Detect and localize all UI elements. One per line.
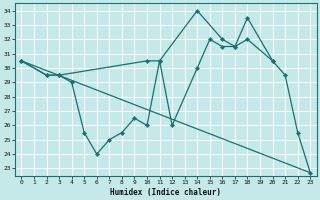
X-axis label: Humidex (Indice chaleur): Humidex (Indice chaleur) [110,188,221,197]
